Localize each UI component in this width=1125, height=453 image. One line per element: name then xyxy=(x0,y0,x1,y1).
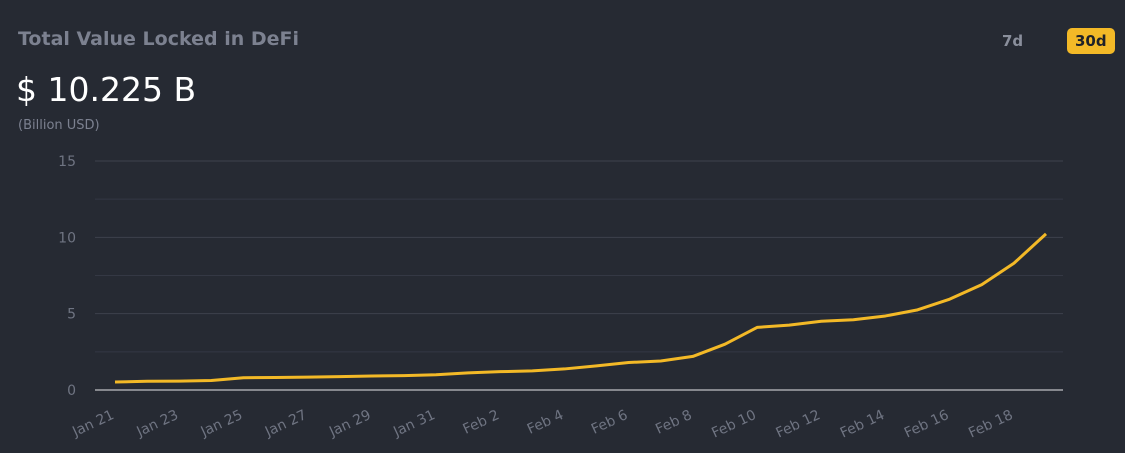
range-button[interactable]: 7d xyxy=(1002,32,1024,50)
x-tick-label: Feb 8 xyxy=(653,407,694,438)
chart-title: Total Value Locked in DeFi xyxy=(18,28,300,50)
data-line xyxy=(114,232,1048,384)
x-tick-label: Feb 12 xyxy=(774,407,823,441)
y-tick-label: 5 xyxy=(67,307,76,323)
x-tick-label: Jan 21 xyxy=(69,407,116,440)
unit-label: (Billion USD) xyxy=(18,118,100,133)
x-tick-label: Jan 29 xyxy=(326,407,373,440)
x-tick-label: Jan 25 xyxy=(198,407,245,440)
y-tick-label: 15 xyxy=(58,154,76,170)
x-tick-label: Feb 18 xyxy=(966,407,1015,441)
x-tick-label: Feb 10 xyxy=(709,407,758,441)
x-tick-label: Feb 14 xyxy=(838,407,887,441)
x-tick-label: Feb 2 xyxy=(461,407,502,438)
x-tick-label: Jan 31 xyxy=(390,407,437,440)
x-tick-label: Feb 6 xyxy=(589,407,630,438)
x-tick-label: Feb 16 xyxy=(902,407,951,441)
x-tick-label: Jan 23 xyxy=(133,407,180,440)
y-tick-label: 0 xyxy=(67,383,76,399)
headline-value: $ 10.225 B xyxy=(16,70,197,109)
x-tick-label: Feb 4 xyxy=(525,407,566,438)
x-tick-label: Jan 27 xyxy=(262,407,309,440)
range-button[interactable]: 30d xyxy=(1067,28,1115,54)
y-tick-label: 10 xyxy=(58,230,76,246)
